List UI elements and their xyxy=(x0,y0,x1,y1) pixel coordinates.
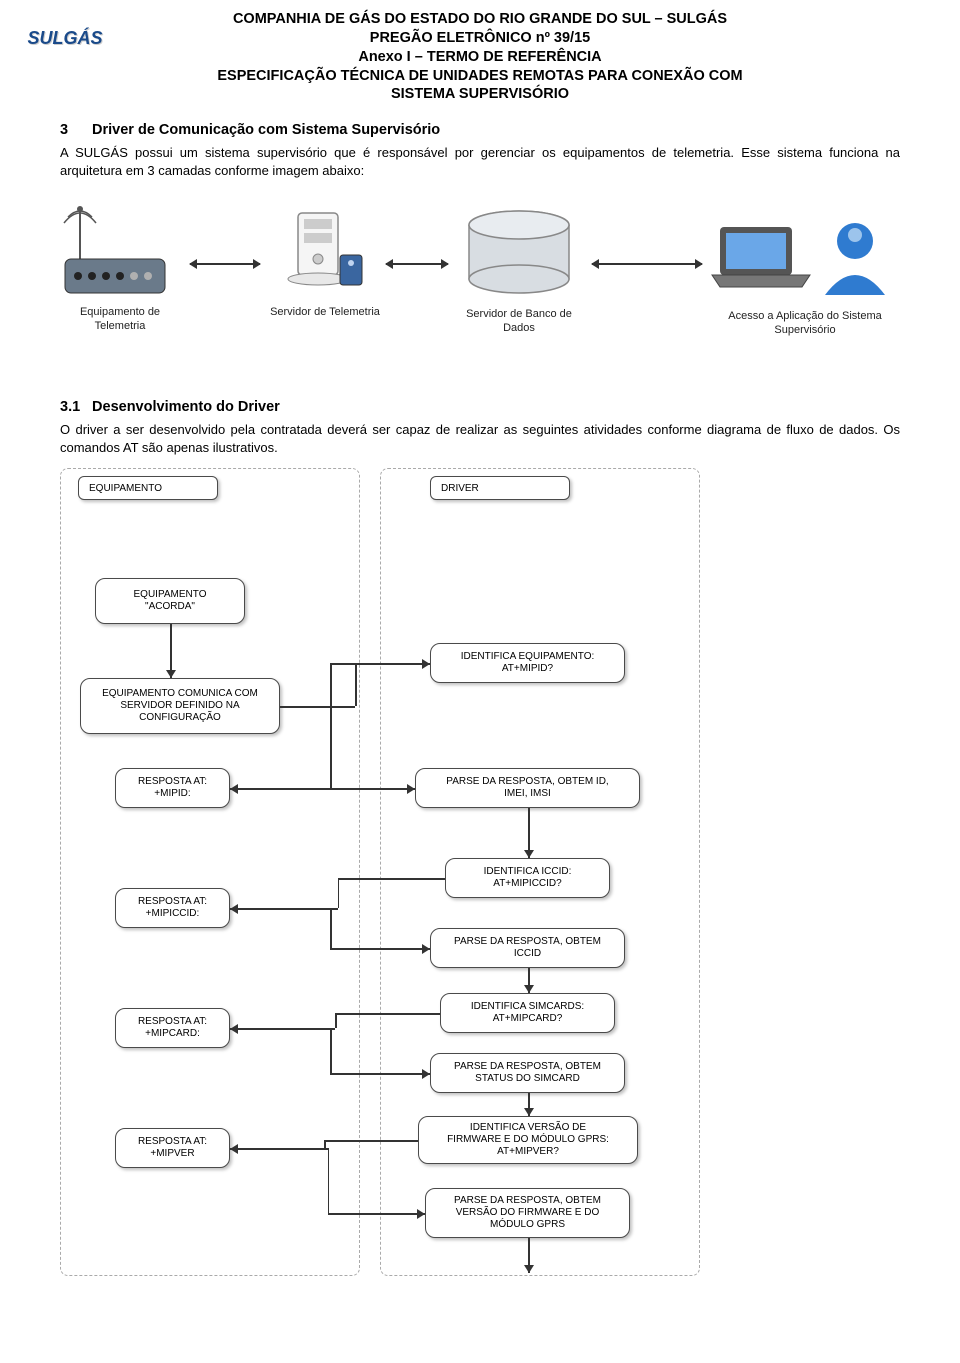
flow-arrowhead xyxy=(166,670,176,678)
flow-box-l3: RESPOSTA AT: +MIPID: xyxy=(115,768,230,808)
swimlane-header-equipamento: EQUIPAMENTO xyxy=(78,476,218,500)
section-3-title-text: Driver de Comunicação com Sistema Superv… xyxy=(92,122,440,138)
flow-box-l2: EQUIPAMENTO COMUNICA COM SERVIDOR DEFINI… xyxy=(80,678,280,734)
arch-label-2: Servidor de Banco de Dados xyxy=(454,308,584,334)
flow-box-r6: PARSE DA RESPOSTA, OBTEM STATUS DO SIMCA… xyxy=(430,1053,625,1093)
flow-box-l1: EQUIPAMENTO "ACORDA" xyxy=(95,578,245,624)
flow-box-r4: PARSE DA RESPOSTA, OBTEM ICCID xyxy=(430,928,625,968)
header-line-1: COMPANHIA DE GÁS DO ESTADO DO RIO GRANDE… xyxy=(60,10,900,29)
flow-connector xyxy=(330,663,430,665)
flow-connector xyxy=(330,1028,332,1073)
flow-connector xyxy=(330,908,332,948)
flow-connector xyxy=(230,908,330,910)
flow-box-r3: IDENTIFICA ICCID: AT+MIPICCID? xyxy=(445,858,610,898)
flow-connector xyxy=(328,1213,426,1215)
flow-connector xyxy=(330,1073,430,1075)
section-3-paragraph: A SULGÁS possui um sistema supervisório … xyxy=(60,144,900,179)
flow-connector xyxy=(230,1028,330,1030)
flow-arrowhead xyxy=(524,985,534,993)
database-icon xyxy=(454,201,584,301)
flow-box-r1: IDENTIFICA EQUIPAMENTO: AT+MIPID? xyxy=(430,643,625,683)
arch-label-1: Servidor de Telemetria xyxy=(270,306,380,319)
company-logo: SULGÁS xyxy=(20,28,110,68)
document-header: SULGÁS COMPANHIA DE GÁS DO ESTADO DO RIO… xyxy=(60,10,900,104)
flow-arrowhead xyxy=(417,1209,425,1219)
flow-connector xyxy=(280,706,355,708)
arch-item-database-server: Servidor de Banco de Dados xyxy=(454,201,584,334)
arch-arrow-1 xyxy=(190,263,260,265)
section-31-paragraph: O driver a ser desenvolvido pela contrat… xyxy=(60,421,900,456)
arch-item-client-access: Acesso a Aplicação do Sistema Supervisór… xyxy=(710,207,900,336)
flow-connector xyxy=(335,1013,337,1028)
flow-connector xyxy=(355,663,357,706)
telemetry-device-icon xyxy=(60,199,180,299)
arch-item-telemetry-equipment: Equipamento de Telemetria xyxy=(60,199,180,332)
flow-arrowhead xyxy=(422,1069,430,1079)
flow-connector xyxy=(335,1013,440,1015)
flow-arrowhead xyxy=(524,1108,534,1116)
flow-arrowhead xyxy=(524,850,534,858)
flow-box-r8: PARSE DA RESPOSTA, OBTEM VERSÃO DO FIRMW… xyxy=(425,1188,630,1238)
flow-connector xyxy=(330,663,332,788)
flow-connector xyxy=(324,1140,326,1148)
section-3-num: 3 xyxy=(60,122,88,138)
document-page: SULGÁS COMPANHIA DE GÁS DO ESTADO DO RIO… xyxy=(0,0,960,1298)
arch-item-telemetry-server: Servidor de Telemetria xyxy=(270,199,380,319)
arch-label-3: Acesso a Aplicação do Sistema Supervisór… xyxy=(710,310,900,336)
flow-box-r2: PARSE DA RESPOSTA, OBTEM ID, IMEI, IMSI xyxy=(415,768,640,808)
logo-text: SULGÁS xyxy=(27,28,102,48)
server-icon xyxy=(270,199,380,299)
section-31-title: 3.1 Desenvolvimento do Driver xyxy=(60,399,900,415)
arch-label-0: Equipamento de Telemetria xyxy=(60,306,180,332)
flow-arrowhead xyxy=(422,944,430,954)
flow-box-r7: IDENTIFICA VERSÃO DE FIRMWARE E DO MÓDUL… xyxy=(418,1116,638,1164)
header-line-2: PREGÃO ELETRÔNICO nº 39/15 xyxy=(60,29,900,48)
flow-connector xyxy=(328,1148,330,1213)
swimlane-header-driver: DRIVER xyxy=(430,476,570,500)
flow-box-l4: RESPOSTA AT: +MIPICCID: xyxy=(115,888,230,928)
arch-arrow-2 xyxy=(386,263,448,265)
header-line-5: SISTEMA SUPERVISÓRIO xyxy=(60,85,900,104)
flow-arrowhead xyxy=(524,1265,534,1273)
laptop-user-icon xyxy=(710,207,900,303)
section-3-title: 3 Driver de Comunicação com Sistema Supe… xyxy=(60,122,900,138)
flow-connector xyxy=(230,788,415,790)
section-31-title-text: Desenvolvimento do Driver xyxy=(92,399,280,415)
flow-connector xyxy=(324,1140,418,1142)
architecture-diagram: Equipamento de Telemetria Servidor de Te… xyxy=(60,191,900,381)
flow-connector xyxy=(338,878,340,908)
flow-arrowhead xyxy=(407,784,415,794)
section-31-num: 3.1 xyxy=(60,399,88,415)
flow-box-l6: RESPOSTA AT: +MIPVER xyxy=(115,1128,230,1168)
data-flow-diagram: EQUIPAMENTO DRIVER EQUIPAMENTO "ACORDA" EQU… xyxy=(60,468,880,1278)
header-line-4: ESPECIFICAÇÃO TÉCNICA DE UNIDADES REMOTA… xyxy=(60,67,900,86)
header-line-3: Anexo I – TERMO DE REFERÊNCIA xyxy=(60,48,900,67)
flow-connector xyxy=(330,948,430,950)
flow-connector xyxy=(230,1148,328,1150)
flow-connector xyxy=(338,878,446,880)
flow-box-l5: RESPOSTA AT: +MIPCARD: xyxy=(115,1008,230,1048)
arch-arrow-3 xyxy=(592,263,702,265)
flow-box-r5: IDENTIFICA SIMCARDS: AT+MIPCARD? xyxy=(440,993,615,1033)
